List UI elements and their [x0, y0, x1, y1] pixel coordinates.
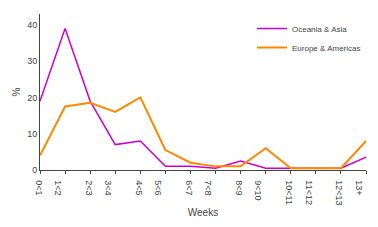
svg-text:4<5: 4<5 [134, 180, 144, 195]
svg-text:11<12: 11<12 [304, 180, 314, 205]
svg-text:0<1: 0<1 [34, 180, 44, 195]
svg-text:%: % [11, 87, 22, 96]
svg-text:40: 40 [27, 20, 37, 30]
svg-text:Oceania & Asia: Oceania & Asia [292, 25, 347, 34]
svg-text:0: 0 [32, 165, 37, 175]
svg-text:12<13: 12<13 [334, 180, 344, 205]
svg-text:8<9: 8<9 [234, 180, 244, 195]
svg-text:1<2: 1<2 [53, 180, 63, 195]
svg-text:6<7: 6<7 [184, 180, 194, 195]
svg-text:10<11: 10<11 [284, 180, 294, 205]
svg-text:20: 20 [27, 93, 37, 103]
svg-text:7<8: 7<8 [203, 180, 213, 195]
svg-text:Europe & Americas: Europe & Americas [292, 44, 360, 53]
svg-text:2<3: 2<3 [84, 180, 94, 195]
svg-text:Weeks: Weeks [188, 207, 218, 218]
svg-text:3<4: 3<4 [103, 180, 113, 195]
svg-text:30: 30 [27, 56, 37, 66]
svg-text:13+: 13+ [354, 180, 364, 195]
svg-text:10: 10 [27, 129, 37, 139]
svg-text:5<6: 5<6 [153, 180, 163, 195]
svg-text:9<10: 9<10 [253, 180, 263, 200]
